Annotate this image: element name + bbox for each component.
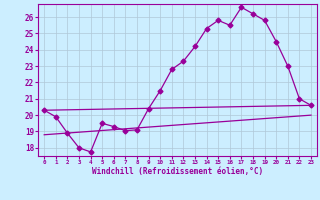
X-axis label: Windchill (Refroidissement éolien,°C): Windchill (Refroidissement éolien,°C) xyxy=(92,167,263,176)
